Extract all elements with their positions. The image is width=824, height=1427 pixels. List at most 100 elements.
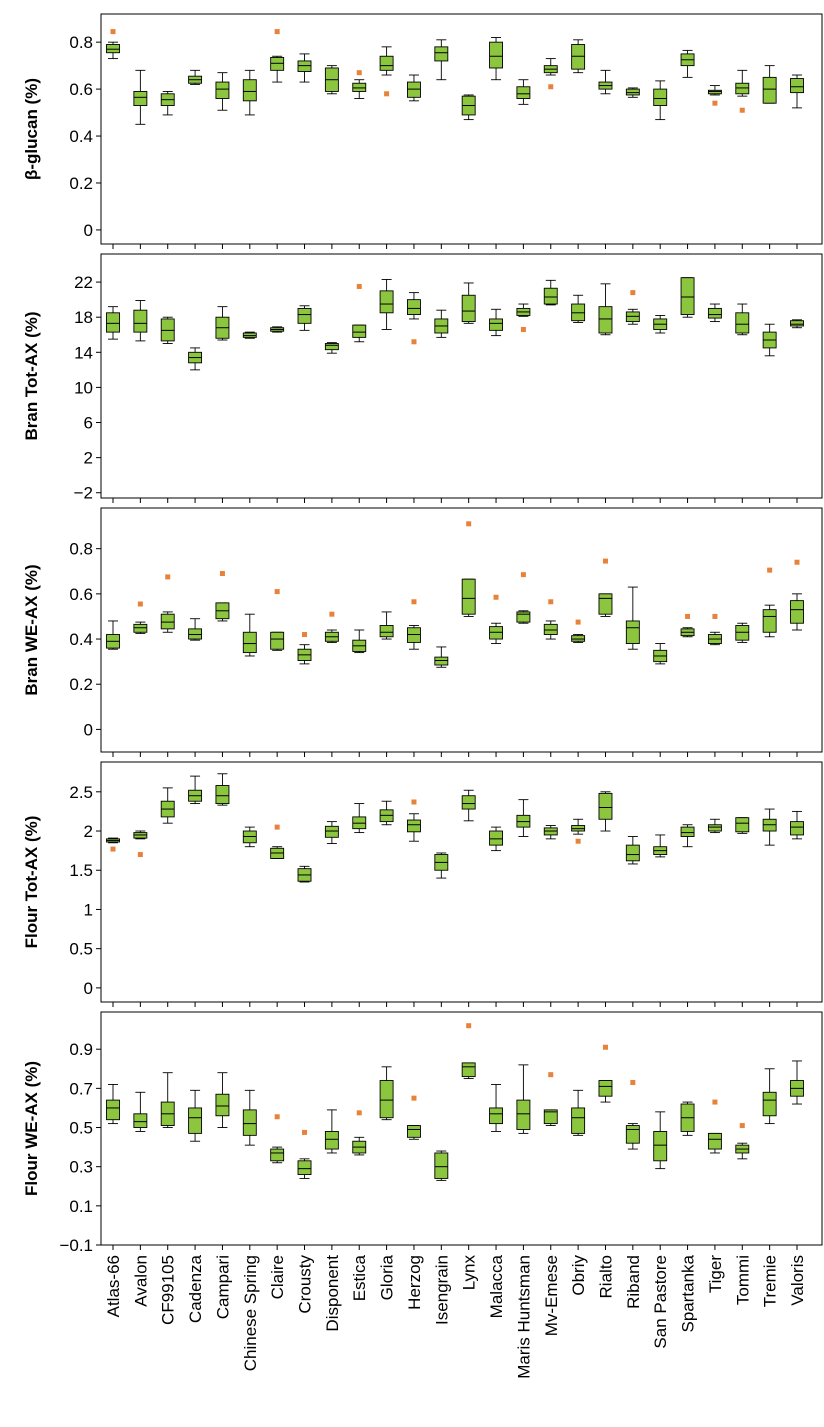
box-Crousty xyxy=(297,53,312,83)
box-Riband xyxy=(625,87,640,98)
box-Cadenza xyxy=(188,347,203,371)
box-Crousty xyxy=(297,1129,312,1179)
box-Spartanka xyxy=(680,277,695,318)
iqr-box xyxy=(461,795,476,810)
box-Lynx xyxy=(461,282,476,324)
box-Chinese Spring xyxy=(242,826,257,848)
box-Herzog xyxy=(407,292,421,345)
box-Crousty xyxy=(297,632,312,665)
iqr-box xyxy=(653,88,668,106)
x-tick-label: Campari xyxy=(213,1255,232,1319)
box-Valoris xyxy=(790,1060,804,1105)
box-Chinese Spring xyxy=(242,69,257,116)
outlier-point xyxy=(356,1110,362,1116)
box-Isengrain xyxy=(434,852,449,879)
outlier-point xyxy=(739,1123,745,1129)
iqr-box xyxy=(625,844,640,862)
box-Maris Huntsman xyxy=(516,799,531,837)
outlier-point xyxy=(794,559,800,565)
outlier-point xyxy=(520,326,526,332)
iqr-box xyxy=(461,1062,476,1078)
box-Lynx xyxy=(461,1023,476,1080)
box-Isengrain xyxy=(434,39,449,81)
y-tick-label: 18 xyxy=(74,308,93,327)
box-Gloria xyxy=(379,800,394,826)
outlier-point xyxy=(411,1095,417,1101)
box-Spartanka xyxy=(680,1101,695,1136)
iqr-box xyxy=(160,613,175,630)
iqr-box xyxy=(324,825,339,838)
iqr-box xyxy=(188,1107,203,1134)
outlier-point xyxy=(466,1023,472,1029)
box-Obriy xyxy=(571,39,586,74)
iqr-box xyxy=(133,623,148,633)
box-Disponent xyxy=(324,611,339,643)
box-CF99105 xyxy=(160,1072,175,1128)
box-San Pastore xyxy=(653,1111,668,1170)
box-Spartanka xyxy=(680,49,695,78)
y-tick-label: 14 xyxy=(74,343,93,362)
iqr-box xyxy=(215,785,230,805)
x-tick-label: Isengrain xyxy=(432,1255,451,1325)
iqr-box xyxy=(461,578,476,615)
y-tick-label: 0.6 xyxy=(69,80,93,99)
y-tick-label: −2 xyxy=(74,484,93,503)
box-Chinese Spring xyxy=(242,613,257,657)
box-Mv-Emese xyxy=(543,1072,558,1127)
iqr-box xyxy=(707,824,722,832)
y-tick-label: 0 xyxy=(84,979,93,998)
x-tick-label: Tiger xyxy=(706,1255,725,1293)
iqr-box xyxy=(297,60,312,72)
box-Gloria xyxy=(379,611,394,640)
box-Lynx xyxy=(461,521,476,617)
box-Estica xyxy=(352,803,367,834)
iqr-box xyxy=(489,1107,503,1125)
y-tick-label: 0.4 xyxy=(69,630,93,649)
outlier-point xyxy=(165,574,171,580)
box-Gloria xyxy=(379,1066,394,1121)
box-Claire xyxy=(270,29,285,83)
box-Valoris xyxy=(790,74,804,109)
iqr-box xyxy=(407,299,421,316)
box-Herzog xyxy=(407,799,421,842)
box-Herzog xyxy=(407,1095,421,1140)
iqr-box xyxy=(324,1130,339,1150)
iqr-box xyxy=(242,79,257,102)
y-tick-label: 0.5 xyxy=(69,940,93,959)
x-tick-label: Riband xyxy=(624,1255,643,1309)
iqr-box xyxy=(106,312,120,333)
outlier-point xyxy=(411,599,417,605)
y-tick-label: 22 xyxy=(74,273,93,292)
plot-frame xyxy=(100,253,823,499)
iqr-box xyxy=(352,82,367,92)
y-tick-label: 0 xyxy=(84,720,93,739)
iqr-box xyxy=(489,41,503,69)
box-Obriy xyxy=(571,1089,586,1136)
box-Atlas-66 xyxy=(106,837,120,852)
iqr-box xyxy=(461,294,476,323)
x-tick-label: San Pastore xyxy=(651,1255,670,1349)
box-Riband xyxy=(625,290,640,325)
y-tick-label: 10 xyxy=(74,378,93,397)
y-tick-label: 1.5 xyxy=(69,861,93,880)
box-Avalon xyxy=(133,1091,148,1132)
y-tick-label: 0.2 xyxy=(69,675,93,694)
box-Lynx xyxy=(461,789,476,822)
outlier-point xyxy=(575,619,581,625)
y-tick-label: 0.1 xyxy=(69,1197,93,1216)
iqr-box xyxy=(188,628,203,640)
box-Tommi xyxy=(735,69,750,113)
y-tick-label: −0.1 xyxy=(59,1236,93,1255)
outlier-point xyxy=(712,613,718,619)
box-Rialto xyxy=(598,791,613,832)
iqr-box xyxy=(516,611,531,623)
y-tick-label: 2 xyxy=(84,449,93,468)
x-tick-label: Malacca xyxy=(487,1254,506,1318)
x-tick-label: Cadenza xyxy=(186,1254,205,1323)
outlier-point xyxy=(712,1099,718,1105)
outlier-point xyxy=(493,594,499,600)
x-tick-label: Disponent xyxy=(323,1255,342,1332)
box-Estica xyxy=(352,629,367,654)
box-San Pastore xyxy=(653,80,668,121)
